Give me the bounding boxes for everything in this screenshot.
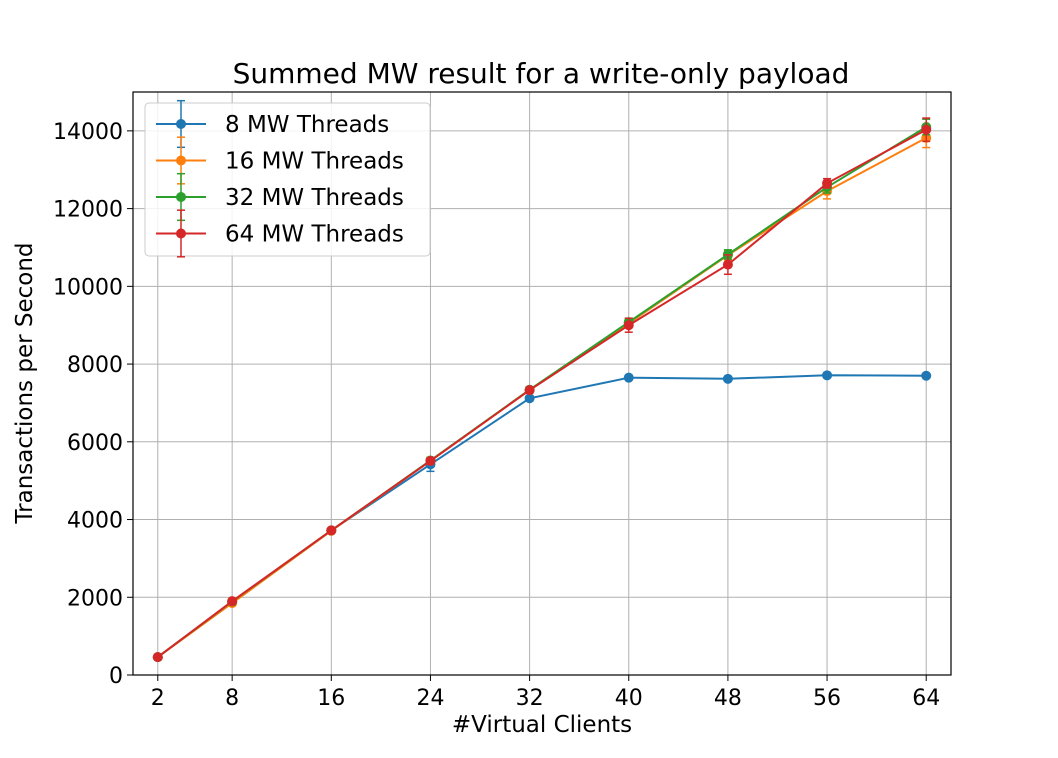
x-tick-label: 8 (225, 686, 239, 711)
legend-entry: 8 MW Threads (156, 99, 389, 149)
data-point (722, 259, 733, 270)
legend-marker (176, 228, 186, 239)
data-point (623, 372, 634, 383)
data-point (152, 652, 163, 663)
data-point (227, 596, 238, 607)
series-line (157, 374, 927, 658)
series-layer (152, 117, 932, 663)
legend: 8 MW Threads 16 MW Threads 32 MW Threads 64… (144, 99, 431, 258)
x-tick-label: 48 (714, 686, 742, 711)
y-axis: 0 2000 4000 6000 8000 10000 12000 14000 (53, 120, 133, 689)
data-point (822, 370, 833, 381)
data-point (524, 393, 535, 404)
y-axis-label: Transactions per Second (12, 242, 38, 524)
x-axis-label: #Virtual Clients (452, 712, 632, 738)
grid-lines (133, 92, 951, 676)
legend-label: 32 MW Threads (225, 185, 404, 211)
legend-label: 8 MW Threads (225, 112, 389, 138)
data-point (921, 124, 932, 135)
y-tick-label: 12000 (53, 198, 123, 223)
data-point (326, 525, 337, 536)
x-tick-label: 56 (813, 686, 841, 711)
legend-entry: 16 MW Threads (156, 136, 404, 185)
legend-entry: 32 MW Threads (156, 172, 404, 222)
legend-box (144, 102, 431, 257)
y-tick-label: 0 (109, 664, 123, 689)
y-tick-label: 2000 (67, 586, 123, 611)
chart-title: Summed MW result for a write-only payloa… (233, 57, 850, 90)
legend-entry: 64 MW Threads (156, 209, 404, 258)
x-tick-label: 64 (912, 686, 940, 711)
data-point (921, 370, 932, 381)
x-tick-label: 32 (516, 686, 544, 711)
data-point (623, 320, 634, 331)
data-point (822, 178, 833, 189)
legend-marker (176, 192, 186, 202)
data-point (425, 455, 436, 466)
data-point (524, 385, 535, 396)
x-tick-label: 24 (416, 686, 444, 711)
x-axis: 2 8 16 24 32 40 48 56 64 (151, 675, 940, 711)
legend-marker (176, 119, 186, 129)
series-1 (152, 370, 932, 663)
series-4 (152, 117, 932, 663)
data-point (722, 373, 733, 384)
y-tick-label: 8000 (67, 353, 123, 378)
x-tick-label: 2 (151, 686, 165, 711)
y-tick-label: 10000 (53, 275, 123, 300)
y-tick-label: 4000 (67, 509, 123, 534)
x-tick-label: 16 (317, 686, 345, 711)
legend-label: 64 MW Threads (225, 222, 404, 248)
y-tick-label: 14000 (53, 120, 123, 145)
x-tick-label: 40 (615, 686, 643, 711)
y-tick-label: 6000 (67, 431, 123, 456)
legend-label: 16 MW Threads (225, 149, 404, 175)
legend-marker (176, 155, 186, 166)
plot-area-frame (132, 91, 952, 676)
